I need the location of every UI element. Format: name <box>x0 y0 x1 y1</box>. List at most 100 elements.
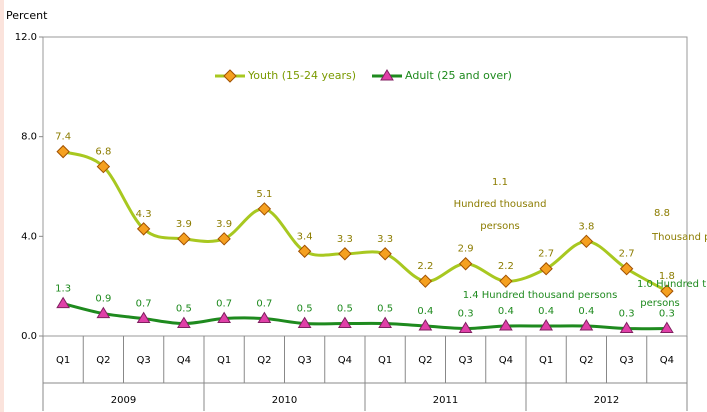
x-group-label: 2010 <box>272 395 297 406</box>
data-label: 7.4 <box>55 132 71 143</box>
marker <box>176 316 191 329</box>
data-label: 0.4 <box>578 306 594 317</box>
marker <box>458 257 473 271</box>
series-line <box>62 150 668 293</box>
x-tick-label: Q3 <box>620 355 634 366</box>
marker <box>418 274 433 288</box>
data-label: 6.8 <box>95 147 111 158</box>
marker <box>378 316 393 329</box>
x-tick-label: Q3 <box>459 355 473 366</box>
marker <box>56 296 71 309</box>
data-label: 0.4 <box>417 306 433 317</box>
x-tick-label: Q4 <box>660 355 674 366</box>
data-label: 0.7 <box>136 299 152 310</box>
x-group-label: 2009 <box>111 395 136 406</box>
data-label: 0.7 <box>256 299 272 310</box>
legend-label: Adult (25 and over) <box>405 69 512 82</box>
annotation: Hundred thousand <box>454 199 547 210</box>
marker <box>659 321 674 334</box>
marker <box>338 247 352 261</box>
x-tick-label: Q1 <box>539 355 553 366</box>
data-label: 0.3 <box>458 309 474 320</box>
marker <box>136 311 151 324</box>
marker <box>499 274 513 288</box>
marker <box>579 234 594 249</box>
left-strip <box>0 0 4 412</box>
marker <box>297 244 312 258</box>
marker <box>217 232 231 246</box>
x-tick-label: Q3 <box>298 355 312 366</box>
data-label: 1.3 <box>55 284 71 295</box>
x-tick-label: Q1 <box>378 355 392 366</box>
marker <box>579 319 594 331</box>
annotation: persons <box>480 221 520 232</box>
x-tick-label: Q4 <box>499 355 513 366</box>
data-label: 4.3 <box>136 209 152 220</box>
x-tick-label: Q2 <box>579 355 593 366</box>
x-tick-label: Q1 <box>56 355 70 366</box>
marker <box>297 316 312 329</box>
legend-label: Youth (15-24 years) <box>247 69 356 82</box>
marker <box>539 319 554 331</box>
x-group-label: 2011 <box>433 395 458 406</box>
data-label: 0.5 <box>337 304 353 315</box>
data-label: 0.5 <box>297 304 313 315</box>
annotation: 1.0 Hundred thousand <box>637 279 707 290</box>
marker <box>257 202 272 216</box>
data-label: 3.9 <box>176 219 192 230</box>
data-label: 2.2 <box>498 261 514 272</box>
annotation: persons <box>640 298 680 309</box>
annotation: Thousand persons <box>651 232 707 243</box>
x-tick-label: Q2 <box>257 355 271 366</box>
y-axis-label: Percent <box>6 9 48 22</box>
data-label: 0.3 <box>659 309 675 320</box>
x-tick-label: Q4 <box>177 355 191 366</box>
marker <box>337 316 352 329</box>
x-tick-label: Q3 <box>137 355 151 366</box>
marker <box>418 319 433 331</box>
data-label: 0.5 <box>377 304 393 315</box>
legend-marker <box>223 69 237 83</box>
marker <box>378 247 392 261</box>
marker <box>619 262 634 276</box>
marker <box>660 284 674 298</box>
y-tick-label: 0.0 <box>21 331 37 342</box>
marker <box>498 319 513 331</box>
marker <box>217 311 232 324</box>
marker <box>619 321 634 334</box>
marker <box>177 232 191 246</box>
x-group-label: 2012 <box>594 395 619 406</box>
data-label: 3.3 <box>377 234 393 245</box>
data-label: 0.4 <box>538 306 554 317</box>
series-line <box>62 302 667 331</box>
marker <box>458 321 473 334</box>
marker <box>56 144 70 159</box>
y-tick-label: 4.0 <box>21 231 37 242</box>
x-tick-label: Q2 <box>96 355 110 366</box>
y-tick-label: 8.0 <box>21 132 37 143</box>
annotation: 1.1 <box>492 177 508 188</box>
data-label: 5.1 <box>256 189 272 200</box>
data-label: 3.8 <box>578 221 594 232</box>
marker <box>136 222 151 236</box>
marker <box>96 306 111 319</box>
data-label: 3.4 <box>297 231 313 242</box>
x-tick-label: Q2 <box>418 355 432 366</box>
data-label: 2.7 <box>619 249 635 260</box>
marker <box>96 159 111 174</box>
x-tick-label: Q1 <box>217 355 231 366</box>
x-tick-label: Q4 <box>338 355 352 366</box>
data-label: 2.9 <box>458 244 474 255</box>
legend-marker <box>380 69 394 81</box>
data-label: 0.7 <box>216 299 232 310</box>
data-label: 0.3 <box>619 309 635 320</box>
data-label: 0.5 <box>176 304 192 315</box>
annotation: 8.8 <box>654 208 670 219</box>
data-label: 3.9 <box>216 219 232 230</box>
marker <box>257 311 272 324</box>
marker <box>539 262 553 276</box>
annotation: 1.4 Hundred thousand persons <box>463 290 618 301</box>
data-label: 2.7 <box>538 249 554 260</box>
data-label: 1.8 <box>659 271 675 282</box>
